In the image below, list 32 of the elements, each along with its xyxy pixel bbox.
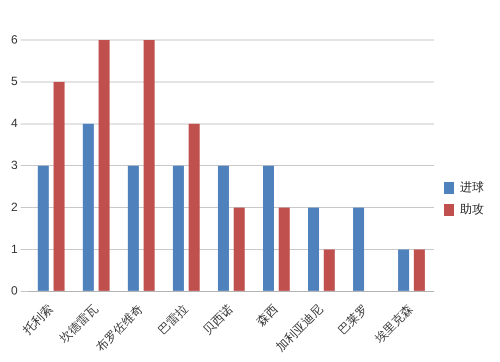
y-tick-label: 4 <box>10 116 18 130</box>
x-tick-label: 贝西诺 <box>200 302 236 338</box>
y-tick-label: 3 <box>10 158 18 172</box>
legend-label: 助攻 <box>460 202 484 216</box>
bar <box>218 166 229 291</box>
bar <box>234 208 245 291</box>
x-tick-label: 巴莱罗 <box>335 302 371 338</box>
bar <box>54 82 65 291</box>
bar <box>414 249 425 291</box>
bar <box>82 124 94 291</box>
bar <box>98 40 110 291</box>
x-tick-label: 托利索 <box>19 302 56 338</box>
x-tick-label: 埃里克森 <box>371 302 416 346</box>
y-tick-label: 5 <box>10 74 18 88</box>
bar <box>353 208 364 291</box>
bar <box>398 249 410 291</box>
y-tick-label: 6 <box>10 32 18 46</box>
bar <box>324 249 335 291</box>
x-tick-label: 森西 <box>254 302 281 329</box>
bar <box>262 166 274 291</box>
bar <box>172 166 184 291</box>
y-tick-label: 2 <box>10 200 18 214</box>
x-tick-label: 巴雷拉 <box>155 302 191 338</box>
bar <box>278 208 290 291</box>
y-tick-label: 1 <box>10 242 18 256</box>
y-tick-label: 0 <box>10 284 18 298</box>
legend-label: 进球 <box>460 180 484 194</box>
bar <box>188 124 200 291</box>
bar <box>144 40 155 291</box>
bar <box>128 166 139 291</box>
bar <box>38 166 49 291</box>
bar <box>308 208 320 291</box>
